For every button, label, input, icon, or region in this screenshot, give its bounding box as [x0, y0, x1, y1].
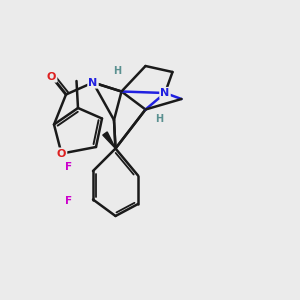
Text: F: F — [65, 161, 72, 172]
Text: N: N — [160, 88, 169, 98]
Text: O: O — [57, 148, 66, 159]
Polygon shape — [103, 132, 116, 148]
Text: O: O — [47, 71, 56, 82]
Text: N: N — [88, 77, 98, 88]
Text: F: F — [65, 196, 72, 206]
Text: H: H — [113, 66, 121, 76]
Text: H: H — [155, 113, 163, 124]
